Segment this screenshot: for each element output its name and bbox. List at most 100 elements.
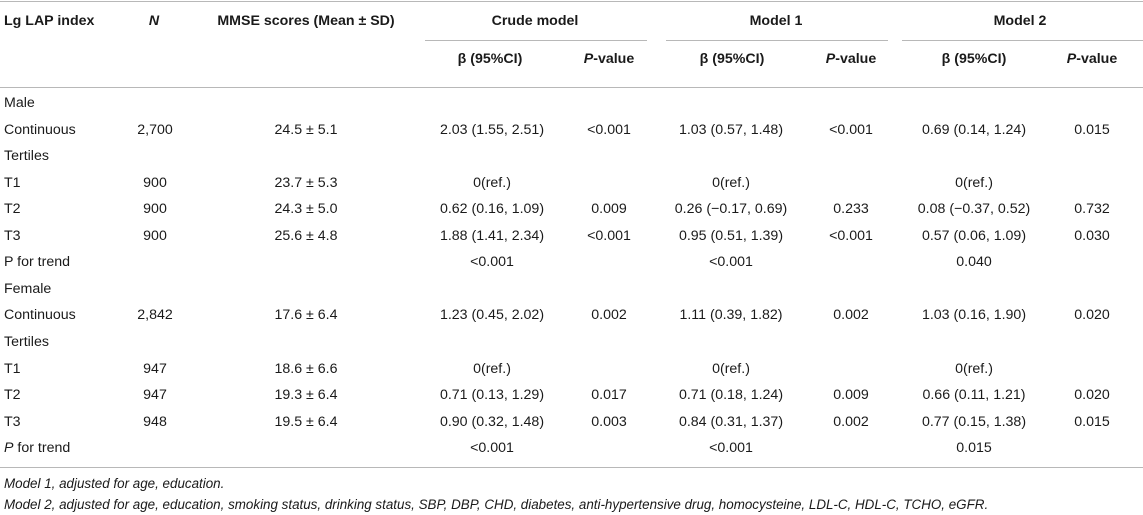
cell-label: Tertiles: [4, 334, 49, 350]
cell-label: Tertiles: [4, 148, 49, 165]
cell-n: 900: [143, 227, 167, 244]
cell-label: Continuous: [4, 121, 76, 138]
cell-mmse: 19.3 ± 6.4: [274, 387, 338, 404]
cell-mmse: 25.6 ± 4.8: [274, 227, 338, 244]
cell-n: 900: [143, 201, 167, 218]
cell-label: T2: [4, 201, 21, 218]
footnote-model2: Model 2, adjusted for age, education, sm…: [4, 497, 989, 512]
cell-p1: 0.002: [833, 413, 869, 430]
cell-b2: 1.03 (0.16, 1.90): [921, 307, 1027, 324]
cell-label: P for trend: [4, 254, 70, 271]
cell-b0: 2.03 (1.55, 2.51): [439, 121, 545, 138]
cell-b2: 0.015: [956, 440, 992, 457]
value-suffix: -value: [593, 51, 635, 67]
header-beta-model2: β (95%CI): [941, 51, 1007, 67]
cell-b1: 0(ref.): [712, 360, 750, 377]
cell-b0: 0.62 (0.16, 1.09): [439, 201, 545, 218]
cell-b0: <0.001: [470, 254, 514, 271]
p-letter: P: [583, 51, 594, 67]
cell-b2: 0.66 (0.11, 1.21): [922, 387, 1026, 404]
cell-p2: 0.020: [1074, 387, 1110, 404]
header-beta-model1: β (95%CI): [699, 51, 765, 67]
header-beta-crude: β (95%CI): [457, 51, 523, 67]
cell-label: P for trend: [4, 439, 70, 457]
cell-label: T1: [4, 360, 21, 377]
cell-n: 947: [143, 360, 167, 377]
value-suffix: -value: [835, 51, 877, 67]
cell-b1: 0.26 (−0.17, 0.69): [674, 201, 788, 218]
cell-mmse: 17.6 ± 6.4: [274, 307, 338, 324]
header-pvalue-model2: P-value: [1067, 50, 1117, 68]
cell-p2: 0.015: [1074, 121, 1110, 138]
header-n: N: [148, 13, 160, 29]
cell-b1: 1.11 (0.39, 1.82): [679, 307, 783, 324]
table-bottom-rule: [0, 467, 1143, 468]
cell-p1: <0.001: [829, 121, 873, 138]
cell-b2: 0.08 (−0.37, 0.52): [917, 201, 1031, 218]
cell-p1: <0.001: [829, 227, 873, 244]
cell-mmse: 24.5 ± 5.1: [274, 121, 338, 138]
cell-mmse: 19.5 ± 6.4: [274, 413, 338, 430]
cell-n: 2,842: [137, 307, 173, 324]
cell-mmse: 18.6 ± 6.6: [274, 360, 338, 377]
p-letter: P: [825, 51, 836, 67]
cell-label: T3: [4, 413, 21, 430]
cell-b0: 0(ref.): [473, 174, 511, 191]
cell-mmse: 23.7 ± 5.3: [274, 174, 338, 191]
cell-n: 900: [143, 174, 167, 191]
cell-mmse: 24.3 ± 5.0: [274, 201, 338, 218]
footnote-model1: Model 1, adjusted for age, education.: [4, 476, 225, 491]
cell-p0: 0.003: [591, 413, 627, 430]
cell-p2: 0.020: [1074, 307, 1110, 324]
cell-label: T1: [4, 174, 21, 191]
top-rule: [0, 1, 1143, 2]
cell-b0: 1.88 (1.41, 2.34): [439, 227, 545, 244]
header-pvalue-model1: P-value: [826, 50, 876, 68]
cell-b1: 0.84 (0.31, 1.37): [678, 413, 784, 430]
cell-p0: 0.017: [591, 387, 627, 404]
p-letter: P: [4, 440, 14, 457]
cell-n: 947: [143, 387, 167, 404]
cell-b1: 1.03 (0.57, 1.48): [678, 121, 784, 138]
cell-label: Female: [4, 280, 52, 297]
cell-b0: <0.001: [470, 440, 514, 457]
cell-p0: 0.002: [591, 307, 627, 324]
header-model-1: Model 1: [749, 13, 803, 29]
trend-suffix: for trend: [13, 440, 71, 457]
cell-b2: 0(ref.): [955, 174, 993, 191]
cell-p0: <0.001: [587, 121, 631, 138]
header-model-2: Model 2: [993, 13, 1047, 29]
cell-b1: <0.001: [709, 254, 753, 271]
cell-b1: <0.001: [709, 440, 753, 457]
cell-b1: 0.95 (0.51, 1.39): [678, 227, 784, 244]
header-crude-model: Crude model: [491, 13, 579, 29]
model2-span-rule: [902, 40, 1143, 41]
cell-p1: 0.009: [833, 387, 869, 404]
cell-b2: 0.57 (0.06, 1.09): [921, 227, 1027, 244]
cell-b2: 0.040: [956, 254, 992, 271]
cell-b2: 0.77 (0.15, 1.38): [921, 413, 1027, 430]
cell-n: 2,700: [137, 121, 173, 138]
cell-p2: 0.732: [1074, 201, 1110, 218]
cell-p1: 0.233: [833, 201, 869, 218]
cell-label: Male: [4, 95, 35, 111]
p-letter: P: [1066, 51, 1077, 67]
cell-p1: 0.002: [833, 307, 869, 324]
cell-b1: 0.71 (0.18, 1.24): [678, 387, 784, 404]
cell-b0: 0.90 (0.32, 1.48): [439, 413, 545, 430]
cell-b2: 0.69 (0.14, 1.24): [921, 121, 1027, 138]
value-suffix: -value: [1076, 51, 1118, 67]
cell-label: T2: [4, 387, 21, 404]
cell-n: 948: [143, 413, 167, 430]
cell-p0: <0.001: [587, 227, 631, 244]
cell-label: T3: [4, 227, 21, 244]
header-pvalue-crude: P-value: [584, 50, 634, 68]
cell-b0: 0(ref.): [473, 360, 511, 377]
header-mmse: MMSE scores (Mean ± SD): [217, 13, 395, 29]
header-lg-lap-index: Lg LAP index: [4, 13, 95, 29]
model1-span-rule: [666, 40, 888, 41]
cell-b2: 0(ref.): [955, 360, 993, 377]
cell-p2: 0.015: [1074, 413, 1110, 430]
cell-p0: 0.009: [591, 201, 627, 218]
cell-label: Continuous: [4, 307, 76, 324]
